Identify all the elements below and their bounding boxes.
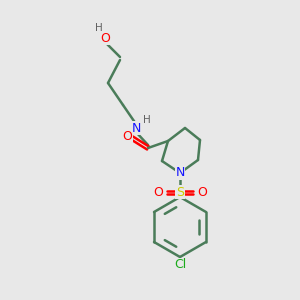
Text: O: O	[153, 185, 163, 199]
Text: O: O	[197, 185, 207, 199]
Text: O: O	[122, 130, 132, 143]
Text: N: N	[175, 167, 185, 179]
Text: S: S	[176, 185, 184, 199]
Text: O: O	[100, 32, 110, 44]
Text: N: N	[131, 122, 141, 134]
Text: H: H	[95, 23, 103, 33]
Text: H: H	[143, 115, 151, 125]
Text: Cl: Cl	[174, 259, 186, 272]
